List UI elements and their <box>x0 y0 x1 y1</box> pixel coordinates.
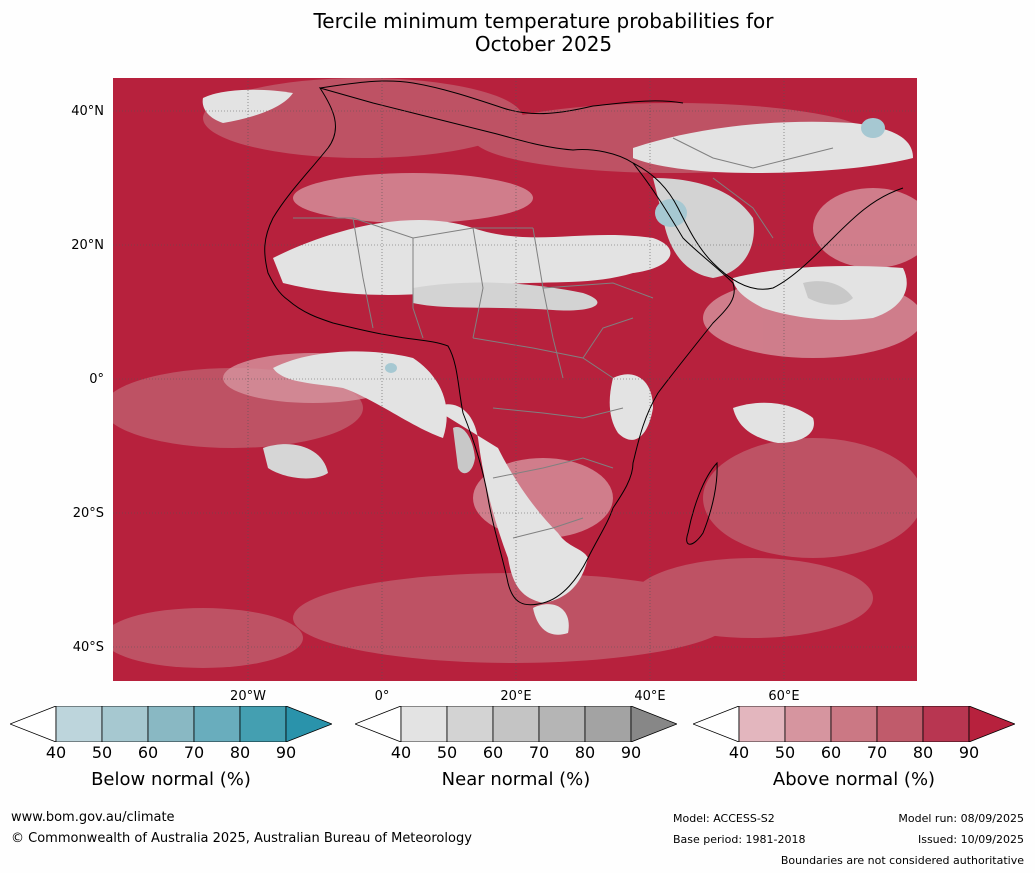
footer-model: Model: ACCESS-S2 <box>673 812 775 825</box>
above-normal-title: Above normal (%) <box>772 769 936 790</box>
footer-issued: Issued: 10/09/2025 <box>917 833 1024 846</box>
below-normal-title: Below normal (%) <box>91 769 251 790</box>
above-tick-70: 70 <box>866 743 888 762</box>
above-tick-60: 60 <box>820 743 842 762</box>
below-tick-40: 40 <box>45 743 67 762</box>
graticule <box>113 78 917 681</box>
footer-base-period: Base period: 1981-2018 <box>673 833 806 846</box>
below-tick-50: 50 <box>91 743 113 762</box>
footer-disclaimer: Boundaries are not considered authoritat… <box>780 854 1024 867</box>
below-cbar-min-extend <box>10 706 57 742</box>
above-tick-50: 50 <box>774 743 796 762</box>
lon-label-20e: 20°E <box>500 689 532 704</box>
above-tick-80: 80 <box>912 743 934 762</box>
lat-label-40n: 40°N <box>71 104 104 119</box>
coastlines <box>264 80 904 606</box>
near-tick-50: 50 <box>436 743 458 762</box>
above-tick-90: 90 <box>958 743 980 762</box>
title-line-2: October 2025 <box>474 32 613 56</box>
below-normal-colorbar <box>10 706 332 742</box>
near-cbar-min-extend <box>355 706 402 742</box>
title-line-1: Tercile minimum temperature probabilitie… <box>313 9 774 33</box>
near-tick-60: 60 <box>482 743 504 762</box>
below-tick-90: 90 <box>275 743 297 762</box>
probability-map <box>113 78 917 681</box>
near-normal-title: Near normal (%) <box>441 769 591 790</box>
lat-label-20s: 20°S <box>72 506 104 521</box>
map-canvas <box>113 78 917 681</box>
footer-url: www.bom.gov.au/climate <box>11 810 175 825</box>
map-title: Tercile minimum temperature probabilitie… <box>0 10 1035 56</box>
lon-label-0: 0° <box>374 689 390 704</box>
near-normal-colorbar <box>355 706 677 742</box>
below-tick-70: 70 <box>183 743 205 762</box>
below-cbar-max-extend <box>285 706 332 742</box>
footer-model-run: Model run: 08/09/2025 <box>898 812 1024 825</box>
above-tick-40: 40 <box>728 743 750 762</box>
near-tick-80: 80 <box>574 743 596 762</box>
near-tick-70: 70 <box>528 743 550 762</box>
above-normal-light-patches <box>113 78 917 668</box>
near-cbar-max-extend <box>630 706 677 742</box>
lat-label-40s: 40°S <box>72 640 104 655</box>
above-cbar-min-extend <box>693 706 740 742</box>
near-normal-regions <box>202 89 913 635</box>
above-cbar-max-extend <box>968 706 1015 742</box>
near-tick-40: 40 <box>390 743 412 762</box>
below-tick-80: 80 <box>229 743 251 762</box>
lat-label-0: 0° <box>89 372 104 387</box>
lon-label-40e: 40°E <box>634 689 666 704</box>
below-tick-60: 60 <box>137 743 159 762</box>
lon-label-20w: 20°W <box>230 689 266 704</box>
country-borders <box>293 137 834 539</box>
near-tick-90: 90 <box>620 743 642 762</box>
above-normal-colorbar <box>693 706 1015 742</box>
lon-label-60e: 60°E <box>768 689 800 704</box>
lat-label-20n: 20°N <box>71 238 104 253</box>
footer-copyright: © Commonwealth of Australia 2025, Austra… <box>11 831 472 846</box>
